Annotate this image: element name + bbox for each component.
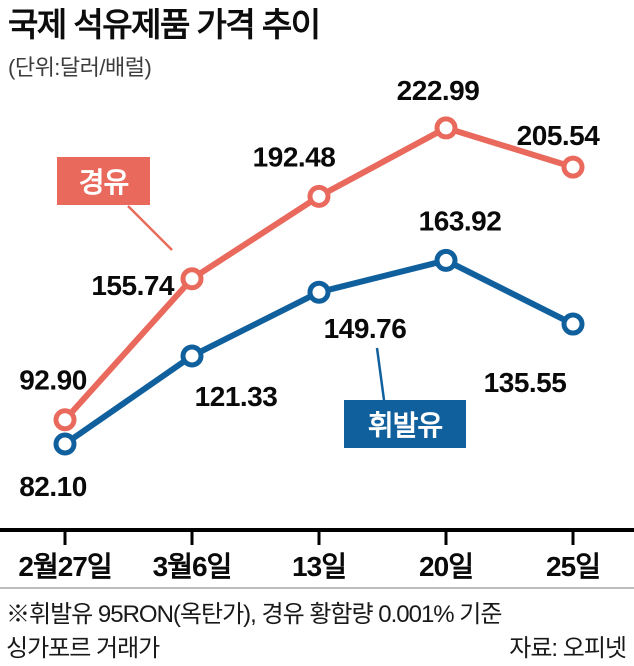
legend-diesel-label: 경유 xyxy=(78,167,130,198)
data-point-marker xyxy=(180,267,204,291)
legend-diesel: 경유 xyxy=(57,157,150,205)
footnote-market: 싱가포르 거래가 xyxy=(6,635,160,662)
value-label: 163.92 xyxy=(419,205,502,236)
x-tick-label: 2월27일 xyxy=(18,551,111,582)
value-label: 121.33 xyxy=(195,381,278,412)
source-label: 자료: 오피넷 xyxy=(509,635,627,662)
unit-label: (단위:달러/배럴) xyxy=(8,54,152,80)
value-label: 92.90 xyxy=(19,365,87,396)
data-point-marker xyxy=(307,280,331,304)
series-gasoline: 82.10 121.33 149.76 163.92 135.55 xyxy=(19,205,585,502)
x-tick-label: 25일 xyxy=(546,551,600,582)
footnote-spec: ※휘발유 95RON(옥탄가), 경유 황함량 0.001% 기준 xyxy=(6,601,502,628)
footer-row: 싱가포르 거래가 자료: 오피넷 xyxy=(6,628,627,663)
data-point-marker xyxy=(53,432,77,456)
data-point-marker xyxy=(561,155,585,179)
legend-gasoline-label: 휘발유 xyxy=(367,410,443,441)
value-label: 149.76 xyxy=(324,313,407,344)
chart-header: 국제 석유제품 가격 추이 (단위:달러/배럴) xyxy=(8,6,321,82)
legend-gasoline: 휘발유 xyxy=(344,400,466,448)
x-tick-label: 20일 xyxy=(419,551,473,582)
value-label: 205.54 xyxy=(517,120,601,151)
data-point-marker xyxy=(53,408,77,432)
data-point-marker xyxy=(180,344,204,368)
series-diesel: 92.90 155.74 192.48 222.99 205.54 xyxy=(19,75,601,432)
x-tick-label: 3월6일 xyxy=(153,551,232,582)
value-label: 192.48 xyxy=(253,141,336,172)
value-label: 82.10 xyxy=(19,471,87,502)
value-label: 135.55 xyxy=(484,367,567,398)
data-point-marker xyxy=(434,116,458,140)
value-label: 155.74 xyxy=(91,270,175,301)
data-point-marker xyxy=(561,312,585,336)
data-point-marker xyxy=(434,248,458,272)
footer-divider xyxy=(0,587,634,589)
value-label: 222.99 xyxy=(397,75,480,106)
data-point-marker xyxy=(307,184,331,208)
x-tick-label: 13일 xyxy=(292,551,346,582)
x-axis: 2월27일 3월6일 13일 20일 25일 xyxy=(0,528,634,582)
page-title: 국제 석유제품 가격 추이 xyxy=(8,6,321,43)
